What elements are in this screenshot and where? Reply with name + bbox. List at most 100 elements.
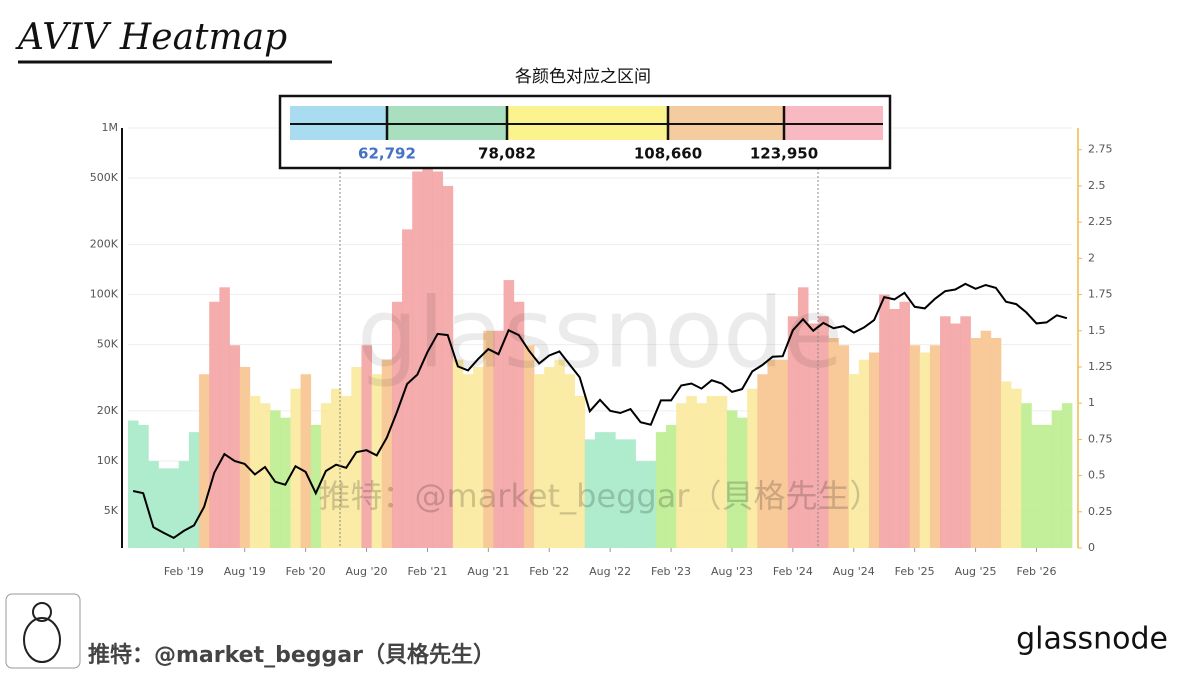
- aviv-bar: [818, 316, 829, 548]
- aviv-bar: [178, 461, 190, 548]
- aviv-bar: [665, 424, 677, 548]
- x-tick-label: Aug '25: [955, 565, 997, 578]
- y-tick-label: 10K: [97, 454, 119, 467]
- y-tick-label: 5K: [104, 504, 119, 517]
- aviv-bar: [422, 149, 433, 549]
- aviv-bar: [452, 359, 464, 548]
- aviv-bar: [219, 287, 230, 548]
- watermark-credit: 推特：@market_beggar（貝格先生）: [319, 477, 882, 515]
- aviv-bar: [919, 352, 931, 548]
- y2-tick-label: 1.5: [1088, 324, 1106, 337]
- aviv-bar: [513, 301, 525, 548]
- aviv-bar: [1000, 381, 1012, 548]
- aviv-bar: [676, 403, 687, 548]
- avatar-head: [32, 602, 52, 622]
- aviv-bar: [310, 424, 322, 548]
- x-tick-label: Feb '19: [164, 565, 204, 578]
- aviv-bar: [493, 330, 504, 548]
- aviv-bar: [239, 366, 251, 548]
- y2-tick-label: 0.25: [1088, 505, 1113, 518]
- aviv-bar: [249, 395, 261, 548]
- aviv-bar: [188, 432, 200, 548]
- y2-tick-label: 2.75: [1088, 143, 1113, 156]
- legend-title: 各颜色对应之区间: [515, 67, 651, 87]
- aviv-bar: [209, 301, 220, 548]
- aviv-bar: [462, 374, 474, 548]
- aviv-bar: [990, 338, 1002, 548]
- aviv-bar: [361, 345, 373, 548]
- x-tick-label: Feb '26: [1016, 565, 1056, 578]
- aviv-bar: [564, 374, 576, 548]
- aviv-bar: [381, 359, 393, 548]
- legend: 各颜色对应之区间 62,792 78,082 108,660 123,950: [278, 67, 892, 170]
- aviv-bar: [1021, 403, 1032, 548]
- price-line: [132, 282, 1068, 540]
- y-tick-label: 1M: [102, 121, 119, 134]
- y2-tick-label: 2: [1088, 251, 1095, 264]
- aviv-bar: [148, 461, 159, 548]
- aviv-bar: [625, 439, 636, 548]
- aviv-bar: [838, 345, 850, 548]
- aviv-bar: [300, 374, 312, 548]
- legend-threshold-label: 62,792: [358, 145, 416, 163]
- y2-tick-label: 2.25: [1088, 215, 1113, 228]
- y-tick-label: 100K: [90, 287, 119, 300]
- y-tick-label: 20K: [97, 404, 119, 417]
- aviv-bar: [889, 309, 900, 548]
- aviv-bar: [534, 374, 545, 548]
- aviv-bar: [970, 338, 982, 548]
- aviv-bar: [797, 287, 809, 548]
- watermark: glassnode: [357, 277, 843, 389]
- aviv-bar: [737, 417, 748, 548]
- y-tick-label: 50K: [97, 338, 119, 351]
- aviv-bar: [777, 359, 789, 548]
- aviv-bar: [686, 395, 697, 548]
- aviv-bar: [787, 316, 799, 548]
- aviv-bar: [635, 461, 647, 548]
- aviv-bar: [351, 366, 362, 548]
- aviv-bar: [858, 359, 870, 548]
- y2-tick-label: 2.5: [1088, 179, 1106, 192]
- y2-tick-label: 1.25: [1088, 360, 1113, 373]
- aviv-bar: [584, 439, 596, 548]
- legend-threshold-label: 108,660: [634, 145, 702, 163]
- x-tick-label: Aug '24: [833, 565, 875, 578]
- y2-tick-label: 0.75: [1088, 432, 1113, 445]
- aviv-bar: [950, 323, 961, 548]
- aviv-bar: [402, 229, 413, 548]
- x-tick-label: Feb '21: [407, 565, 447, 578]
- aviv-bar: [432, 171, 444, 548]
- aviv-bar: [1051, 410, 1063, 548]
- aviv-bar: [726, 410, 738, 548]
- x-tick-label: Aug '21: [467, 565, 509, 578]
- legend-threshold-label: 78,082: [478, 145, 536, 163]
- aviv-bar: [391, 301, 403, 548]
- aviv-bar: [331, 388, 342, 548]
- aviv-bar: [980, 330, 992, 548]
- aviv-bar: [899, 301, 910, 548]
- aviv-bar: [645, 461, 657, 548]
- x-tick-label: Aug '23: [711, 565, 753, 578]
- aviv-bar: [554, 359, 565, 548]
- aviv-bar: [828, 338, 839, 548]
- y2-tick-label: 1: [1088, 396, 1095, 409]
- aviv-bar: [320, 403, 332, 548]
- x-tick-label: Feb '24: [773, 565, 813, 578]
- aviv-bar: [523, 345, 535, 548]
- y-tick-label: 500K: [90, 171, 119, 184]
- aviv-bar: [615, 439, 626, 548]
- plot: 5K 10K 20K 50K 100K 200K 500K 1M 0 0.25 0.5 0.75 1 1.…: [90, 121, 1113, 578]
- aviv-bar: [341, 395, 352, 548]
- y-tick-label: 200K: [90, 237, 119, 250]
- aviv-bar: [473, 366, 484, 548]
- aviv-bar: [229, 345, 241, 548]
- aviv-bar: [574, 395, 586, 548]
- aviv-bar: [757, 374, 768, 548]
- aviv-bar: [168, 468, 180, 548]
- aviv-bar: [808, 323, 819, 548]
- aviv-bar: [270, 410, 281, 548]
- aviv-bar: [767, 359, 779, 548]
- aviv-bar: [879, 294, 890, 548]
- footer-credit: 推特：@market_beggar（貝格先生）: [88, 642, 495, 668]
